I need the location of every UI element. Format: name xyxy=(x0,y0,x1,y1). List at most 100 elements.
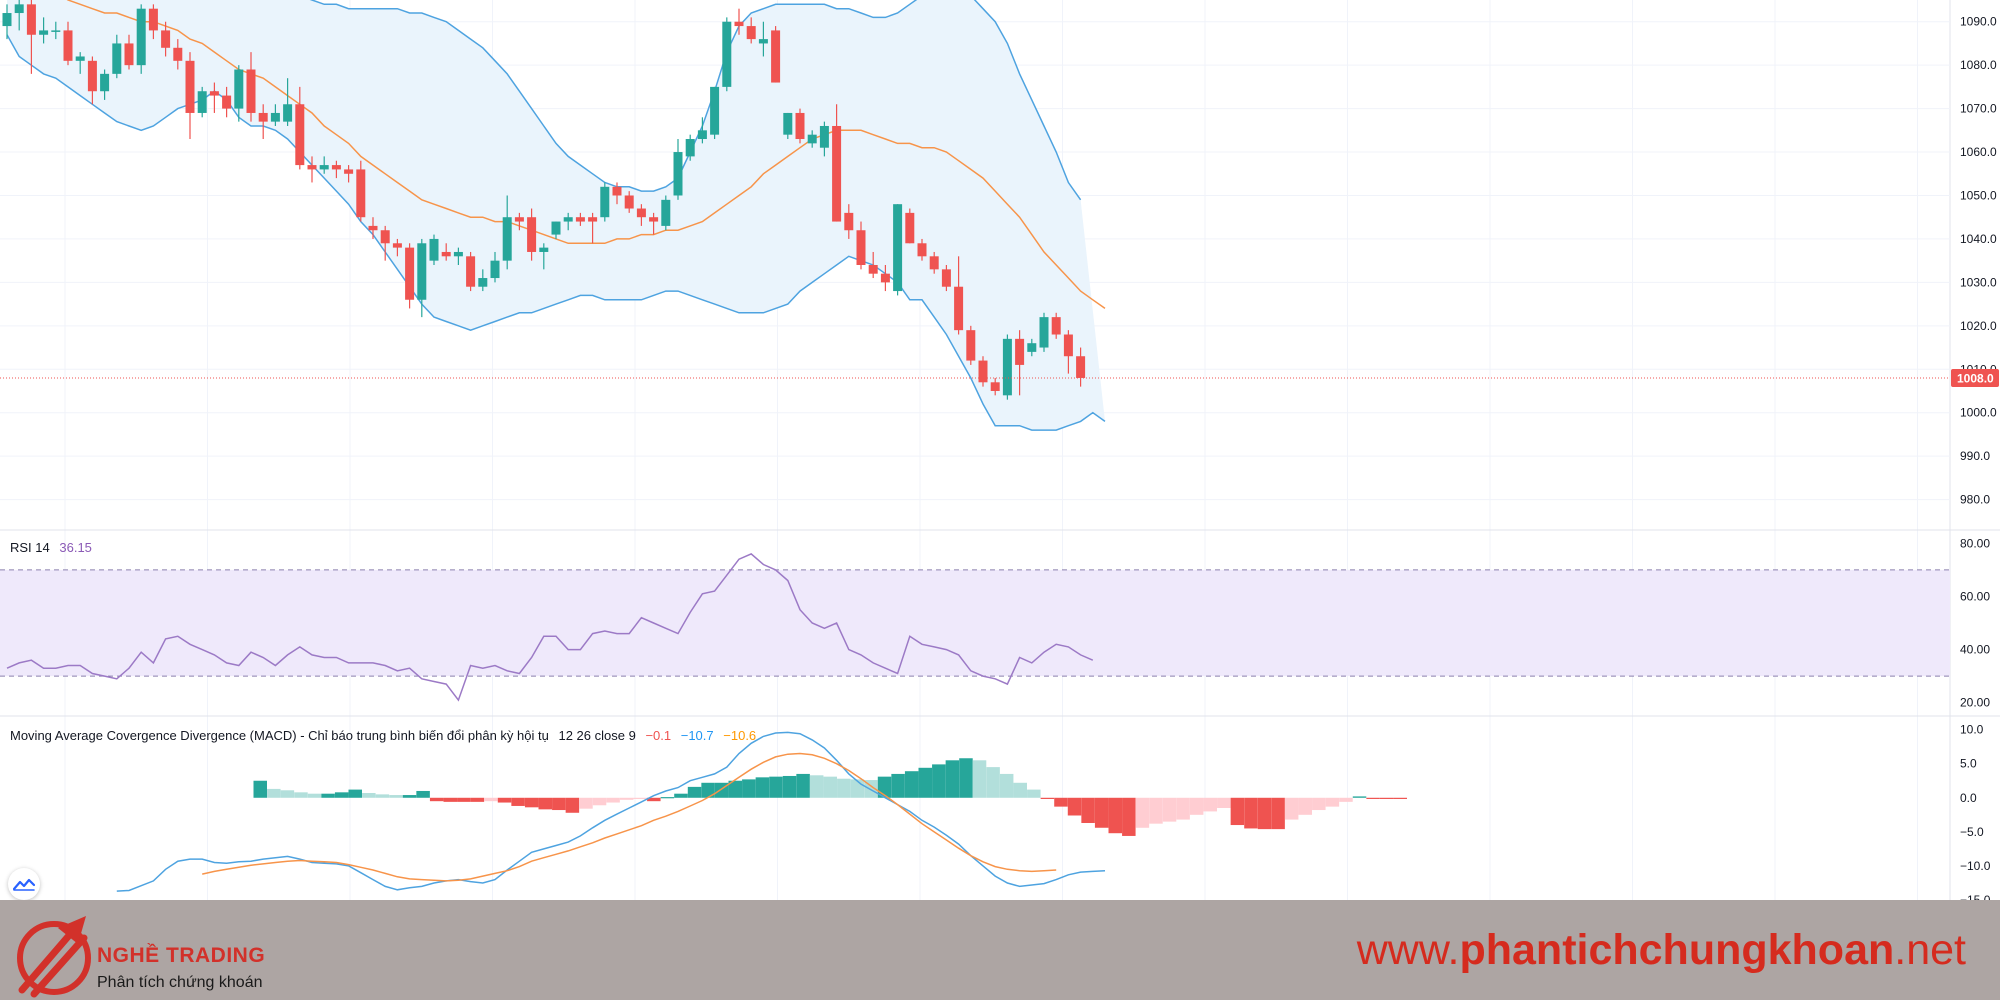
candle xyxy=(954,256,964,335)
tradingview-cloud-icon[interactable] xyxy=(8,868,40,900)
site-url[interactable]: www.phantichchungkhoan.net xyxy=(1357,926,1966,975)
candle xyxy=(624,191,634,213)
candle-body xyxy=(173,47,183,61)
rising-arrows-icon xyxy=(17,916,91,998)
macd-hist-bar xyxy=(823,776,837,798)
chart-canvas[interactable]: 980.0990.01000.01010.01020.01030.01040.0… xyxy=(0,0,2000,900)
macd-hist-bar xyxy=(1013,782,1027,798)
macd-hist-bar xyxy=(918,767,932,798)
chart-area[interactable]: 980.0990.01000.01010.01020.01030.01040.0… xyxy=(0,0,2000,900)
candle-body xyxy=(441,251,451,257)
macd-hist-bar xyxy=(986,767,1000,798)
macd-tick-label: −10.0 xyxy=(1960,859,1991,873)
candle-body xyxy=(14,4,24,14)
candle xyxy=(356,160,366,222)
candle xyxy=(173,39,183,70)
candle-body xyxy=(87,60,97,92)
candle xyxy=(453,247,463,265)
macd-hist-bar xyxy=(524,797,539,808)
brand-tagline: Phân tích chứng khoán xyxy=(97,974,263,991)
candle xyxy=(429,234,439,265)
rsi-pane xyxy=(0,553,1950,702)
candle xyxy=(1039,312,1049,352)
macd-hist-bar xyxy=(891,773,905,798)
candle-body xyxy=(270,112,280,122)
candle-body xyxy=(197,91,207,113)
rsi-tick-label: 20.00 xyxy=(1960,696,1990,710)
candle-body xyxy=(551,221,561,235)
rsi-tick-label: 40.00 xyxy=(1960,643,1990,657)
macd-pane xyxy=(116,731,1407,892)
candle xyxy=(1063,330,1073,374)
candle xyxy=(929,251,939,274)
candle-body xyxy=(51,30,61,32)
candle xyxy=(466,251,476,292)
price-pane xyxy=(0,0,1950,501)
candle-body xyxy=(856,230,866,265)
candle xyxy=(685,134,695,161)
macd-hist-bar xyxy=(1054,797,1068,807)
candle xyxy=(758,21,768,57)
candle xyxy=(392,238,402,257)
macd-hist-value: −0.1 xyxy=(645,728,672,743)
candle xyxy=(941,265,951,292)
candle-body xyxy=(563,217,573,222)
candle-body xyxy=(136,8,146,66)
candle xyxy=(283,78,293,126)
macd-hist-bar xyxy=(1284,797,1299,820)
candle-body xyxy=(39,30,49,35)
macd-hist-bar xyxy=(321,793,335,798)
macd-hist-bar xyxy=(334,792,349,798)
candle xyxy=(14,0,24,31)
macd-hist-bar xyxy=(375,794,390,798)
macd-hist-bar xyxy=(416,790,430,798)
price-tick-label: 1030.0 xyxy=(1960,275,1997,289)
candle-body xyxy=(929,256,939,270)
site-url-prefix: www. xyxy=(1356,926,1460,974)
candle xyxy=(478,269,488,292)
candle xyxy=(636,204,646,226)
macd-hist-bar xyxy=(579,797,593,809)
macd-hist-bar xyxy=(1244,797,1258,829)
candle xyxy=(319,156,329,174)
candle xyxy=(661,195,671,231)
candle xyxy=(905,208,915,244)
candle xyxy=(368,217,378,239)
macd-hist-bar xyxy=(606,797,620,803)
price-tick-label: 1090.0 xyxy=(1960,15,1997,29)
macd-hist-bar xyxy=(701,782,715,798)
candle xyxy=(527,208,537,261)
candle-body xyxy=(283,104,293,122)
candle xyxy=(868,251,878,279)
site-url-domain: phantichchungkhoan xyxy=(1459,926,1895,974)
macd-legend: Moving Average Covergence Divergence (MA… xyxy=(10,728,762,743)
macd-hist-bar xyxy=(402,795,417,798)
macd-hist-bar xyxy=(782,775,797,798)
candle xyxy=(856,221,866,270)
candle-body xyxy=(405,247,415,300)
candle-body xyxy=(624,195,634,209)
candle xyxy=(87,56,97,105)
candle xyxy=(844,204,854,239)
candlesticks xyxy=(2,0,1086,400)
candle xyxy=(893,204,903,296)
candle xyxy=(63,21,73,66)
candle-body xyxy=(685,139,695,157)
candle-body xyxy=(392,243,402,248)
price-tick-label: 1040.0 xyxy=(1960,232,1997,246)
macd-hist-bar xyxy=(1312,797,1326,811)
macd-tick-label: −15.0 xyxy=(1960,893,1991,900)
candle xyxy=(148,4,158,40)
macd-hist-bar xyxy=(999,773,1014,798)
macd-hist-bar xyxy=(267,788,281,798)
candle xyxy=(1051,312,1061,339)
macd-hist-bar xyxy=(538,797,552,810)
candle-body xyxy=(356,169,366,218)
candle xyxy=(295,86,305,170)
price-axis: 980.0990.01000.01010.01020.01030.01040.0… xyxy=(1960,15,1997,507)
candle xyxy=(197,86,207,118)
candle xyxy=(771,26,781,83)
candle-body xyxy=(539,247,549,252)
macd-tick-label: −5.0 xyxy=(1960,825,1984,839)
candle xyxy=(441,243,451,261)
